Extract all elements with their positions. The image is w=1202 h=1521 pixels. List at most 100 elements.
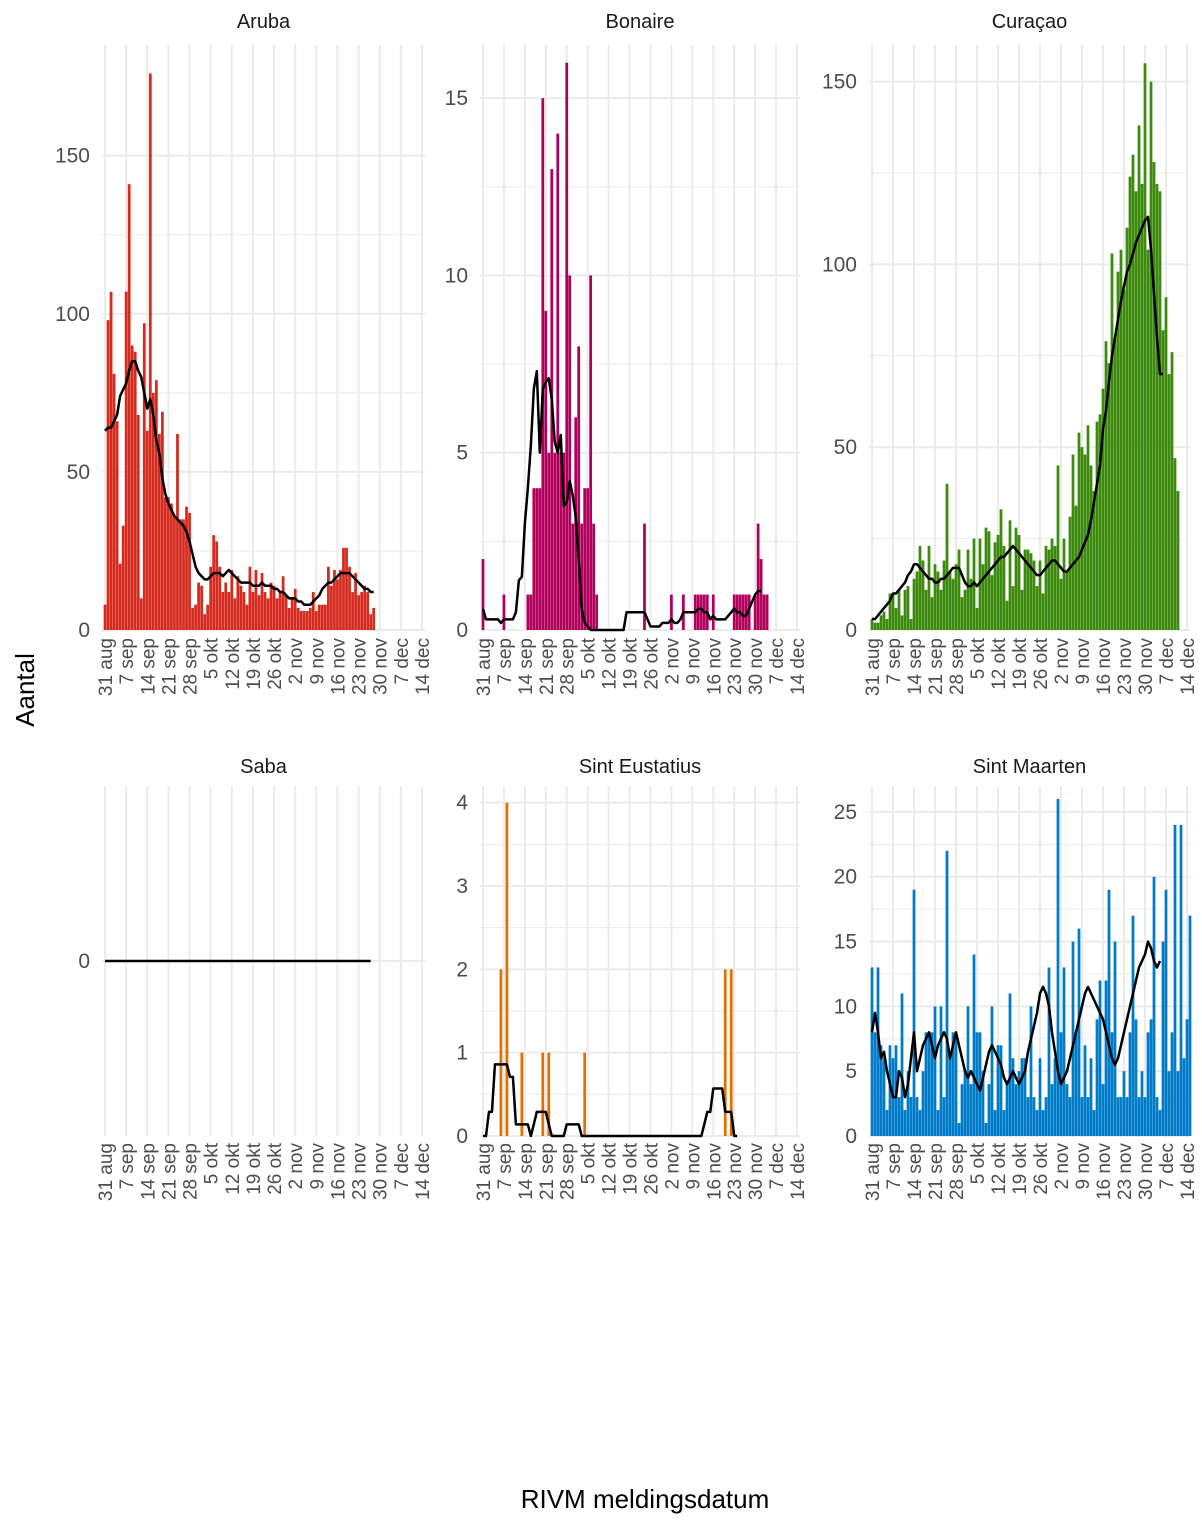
bar	[930, 1032, 934, 1136]
bar	[1098, 414, 1102, 630]
facet-panel-sint-eustatius: 0 1 2 3 4 Sint Eustatius 31 aug 7 sep 14 sep 21 s…	[456, 756, 809, 1201]
bar	[873, 1032, 877, 1136]
x-tick-label: 7 dec	[767, 638, 788, 684]
bar	[1101, 388, 1105, 630]
x-tick-label: 28 sep	[947, 638, 968, 695]
bar	[502, 594, 506, 630]
bar	[948, 571, 952, 630]
bar	[918, 1110, 922, 1136]
bar	[571, 523, 575, 630]
bar	[921, 1071, 925, 1136]
bar	[711, 594, 715, 630]
bar	[873, 622, 877, 630]
bar	[1023, 1058, 1027, 1136]
trend-line	[870, 940, 1162, 1099]
bar	[699, 594, 703, 630]
bar	[885, 619, 889, 630]
bar	[723, 969, 727, 1136]
trend-line	[482, 1063, 738, 1138]
bar	[909, 1097, 913, 1136]
bar	[933, 564, 937, 630]
bar	[696, 594, 700, 630]
x-tick-label: 5 okt	[202, 1142, 223, 1184]
bar	[1188, 915, 1192, 1136]
bar	[882, 1058, 886, 1136]
x-tick-label: 7 sep	[117, 638, 138, 684]
bar	[568, 275, 572, 630]
bar	[879, 615, 883, 630]
bar	[906, 1071, 910, 1136]
bar	[278, 592, 282, 630]
y-tick-label: 25	[834, 801, 857, 824]
bar	[302, 611, 306, 630]
bar	[357, 595, 360, 630]
bar	[354, 573, 357, 630]
bar	[106, 320, 110, 630]
facet-panel-bonaire: 0 5 10 15 Bonaire 31 aug 7 sep 14 sep 21 sep 28 s…	[445, 11, 809, 696]
y-axis-title: Aantal	[10, 653, 40, 727]
bar	[583, 1052, 587, 1136]
x-tick-label: 19 okt	[1010, 637, 1031, 689]
bar	[1041, 593, 1045, 630]
bar	[272, 585, 276, 630]
bar	[1107, 889, 1111, 1136]
bar	[993, 1110, 997, 1136]
bar	[245, 604, 249, 630]
x-tick-label: 30 nov	[371, 1143, 392, 1201]
bar	[870, 619, 874, 630]
bar	[227, 592, 231, 630]
bar	[999, 509, 1003, 630]
bar	[1134, 191, 1138, 630]
bar	[345, 547, 348, 630]
bar	[921, 560, 925, 630]
bar	[170, 503, 173, 630]
trend-line	[872, 215, 1163, 621]
x-tick-label: 2 nov	[1052, 1143, 1073, 1190]
bar	[333, 569, 336, 630]
bar	[535, 488, 539, 630]
x-tick-label: 9 nov	[307, 638, 328, 685]
x-tick-label: 21 sep	[926, 638, 947, 695]
bar	[957, 1123, 961, 1136]
bar	[966, 1006, 970, 1136]
x-tick-label: 31 aug	[863, 1143, 884, 1201]
bar	[1011, 1058, 1015, 1136]
bar	[1170, 352, 1174, 630]
bar	[360, 592, 363, 630]
bar	[939, 1006, 943, 1136]
bar	[1176, 1071, 1180, 1136]
bar	[954, 564, 958, 630]
bar	[1152, 876, 1156, 1136]
x-tick-label: 5 okt	[202, 637, 223, 679]
y-tick-label: 50	[67, 461, 90, 484]
bar	[1092, 491, 1096, 630]
bar	[1128, 1032, 1132, 1136]
x-tick-label: 14 sep	[905, 638, 926, 695]
facet-title: Curaçao	[992, 11, 1068, 33]
x-tick-label: 16 nov	[328, 638, 349, 696]
x-tick-label: 14 dec	[413, 638, 434, 695]
bar	[960, 597, 964, 630]
bar	[1044, 1097, 1048, 1136]
bar	[1005, 600, 1009, 630]
bar	[148, 73, 152, 630]
bar	[1005, 1084, 1009, 1136]
trend-line	[481, 369, 762, 632]
bar	[1134, 1019, 1138, 1136]
x-tick-label: 21 sep	[926, 1143, 947, 1200]
bar	[314, 611, 318, 630]
bar	[529, 594, 533, 630]
bar	[993, 542, 997, 630]
bar	[999, 1045, 1003, 1136]
x-tick-label: 23 nov	[1115, 638, 1136, 696]
bar	[1029, 553, 1033, 630]
bar	[1131, 915, 1135, 1136]
bar	[945, 850, 949, 1136]
x-tick-label: 12 okt	[223, 1142, 244, 1194]
y-tick-label: 10	[834, 995, 857, 1018]
bar	[1185, 1019, 1189, 1136]
bar	[900, 993, 904, 1136]
bar	[284, 595, 288, 630]
x-tick-label: 26 okt	[641, 1142, 662, 1194]
